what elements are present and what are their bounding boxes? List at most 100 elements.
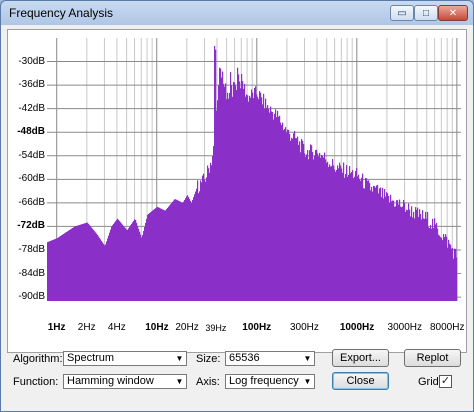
spectrum-bar (152, 210, 154, 301)
spectrum-bar (281, 125, 283, 301)
maximize-button[interactable]: □ (414, 5, 438, 21)
spectrum-bar (109, 232, 111, 301)
spectrum-bar (222, 71, 224, 301)
spectrum-bar (170, 204, 172, 301)
spectrum-bar (282, 122, 284, 301)
spectrum-bar (148, 213, 150, 301)
x-tick-label: 4Hz (107, 322, 126, 333)
spectrum-bar (286, 132, 288, 301)
chevron-down-icon: ▼ (303, 377, 312, 386)
spectrum-bar (425, 211, 427, 301)
spectrum-bar (187, 195, 189, 301)
spectrum-bar (326, 163, 328, 301)
replot-button[interactable]: Replot (404, 349, 461, 367)
spectrum-bar (351, 171, 353, 301)
spectrum-bar (427, 212, 429, 301)
spectrum-bar (75, 226, 77, 301)
spectrum-bar (241, 73, 243, 301)
spectrum-bar (83, 223, 85, 301)
spectrum-bar (229, 93, 231, 301)
spectrum-bar (260, 92, 262, 301)
spectrum-bar (256, 94, 258, 301)
spectrum-bar (455, 248, 457, 301)
size-select[interactable]: 65536 ▼ (225, 351, 315, 366)
spectrum-bar (295, 138, 297, 301)
spectrum-bar (60, 235, 62, 301)
spectrum-bar (357, 176, 359, 301)
spectrum-bar (379, 188, 381, 301)
spectrum-bar (224, 86, 226, 301)
export-button[interactable]: Export... (332, 349, 389, 367)
spectrum-bar (322, 155, 324, 301)
spectrum-bar (127, 229, 129, 301)
spectrum-bar (452, 248, 454, 301)
spectrum-bar (58, 237, 60, 301)
spectrum-bar (181, 202, 183, 301)
algorithm-select[interactable]: Spectrum ▼ (63, 351, 187, 366)
y-tick-label: -42dB (18, 102, 45, 114)
spectrum-bar (212, 155, 214, 301)
spectrum-bar (332, 159, 334, 301)
spectrum-bar (387, 193, 389, 301)
spectrum-bar (288, 129, 290, 301)
title-bar[interactable]: Frequency Analysis ▭ □ ✕ (1, 1, 473, 25)
spectrum-bar (364, 188, 366, 301)
spectrum-bar (122, 224, 124, 301)
spectrum-bar (319, 152, 321, 301)
spectrum-bar (276, 117, 278, 301)
spectrum-bar (424, 218, 426, 301)
spectrum-bar (287, 129, 289, 301)
spectrum-bar (384, 189, 386, 301)
spectrum-bar (373, 185, 375, 301)
spectrum-bar (454, 248, 456, 301)
function-select[interactable]: Hamming window ▼ (63, 374, 187, 389)
spectrum-bar (114, 222, 116, 301)
grids-checkbox[interactable]: ✓ (439, 375, 452, 388)
spectrum-bar (161, 208, 163, 301)
spectrum-bar (345, 174, 347, 301)
spectrum-bar (340, 165, 342, 301)
function-value: Hamming window (67, 375, 154, 387)
spectrum-bar (418, 216, 420, 301)
spectrum-bar (306, 154, 308, 301)
spectrum-bar (82, 224, 84, 301)
spectrum-bar (221, 77, 223, 301)
spectrum-bar (271, 111, 273, 301)
spectrum-bar (214, 45, 216, 301)
spectrum-bar (440, 237, 442, 301)
spectrum-bar (118, 219, 120, 301)
spectrum-bar (405, 211, 407, 301)
x-tick-label: 1Hz (47, 322, 66, 333)
axis-select[interactable]: Log frequency ▼ (225, 374, 315, 389)
spectrum-bar (81, 224, 83, 301)
spectrum-bar (217, 100, 219, 301)
spectrum-bar (451, 248, 453, 301)
spectrum-bar (324, 152, 326, 301)
spectrum-bar (171, 203, 173, 301)
spectrum-bar (335, 171, 337, 301)
spectrum-bar (126, 229, 128, 301)
spectrum-bar (61, 235, 63, 301)
spectrum-bar (77, 225, 79, 301)
spectrum-plot[interactable] (47, 38, 461, 301)
spectrum-bar (395, 206, 397, 301)
spectrum-bar (145, 222, 147, 301)
spectrum-bar (57, 237, 59, 301)
spectrum-bar (76, 225, 78, 301)
spectrum-bar (244, 83, 246, 301)
minimize-button[interactable]: ▭ (390, 5, 414, 21)
spectrum-bar (341, 168, 343, 301)
spectrum-bar (182, 202, 184, 301)
spectrum-bar (428, 227, 430, 301)
spectrum-bar (279, 115, 281, 301)
spectrum-bar (375, 187, 377, 301)
spectrum-bar (358, 174, 360, 301)
x-tick-label: 20Hz (175, 322, 199, 333)
spectrum-bar (54, 239, 56, 301)
close-window-button[interactable]: ✕ (438, 5, 468, 21)
spectrum-bar (158, 207, 160, 301)
spectrum-bar (80, 224, 82, 301)
close-button[interactable]: Close (332, 372, 389, 390)
spectrum-bar (285, 127, 287, 301)
chevron-down-icon: ▼ (303, 354, 312, 363)
